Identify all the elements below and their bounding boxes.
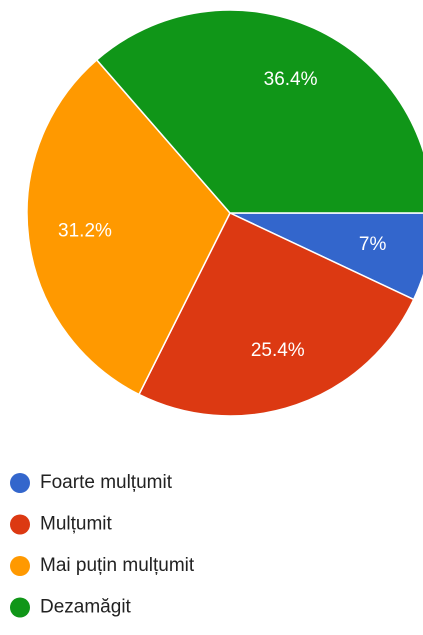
legend-swatch (10, 597, 30, 618)
slice-label: 36.4% (264, 69, 318, 90)
slice-label: 31.2% (58, 220, 112, 241)
pie-slice (95, 9, 423, 214)
slice-label: 7% (359, 234, 387, 255)
slice-label: 25.4% (251, 340, 305, 361)
legend-swatch (10, 556, 30, 576)
legend-label: Mulțumit (40, 514, 113, 535)
pie-slice (137, 212, 415, 417)
legend-label: Foarte mulțumit (40, 472, 173, 493)
legend-label: Mai puțin mulțumit (40, 555, 195, 576)
legend-swatch (10, 473, 30, 493)
pie-slice (26, 58, 231, 396)
legend-label: Dezamăgit (40, 597, 132, 618)
legend-swatch (10, 514, 30, 535)
